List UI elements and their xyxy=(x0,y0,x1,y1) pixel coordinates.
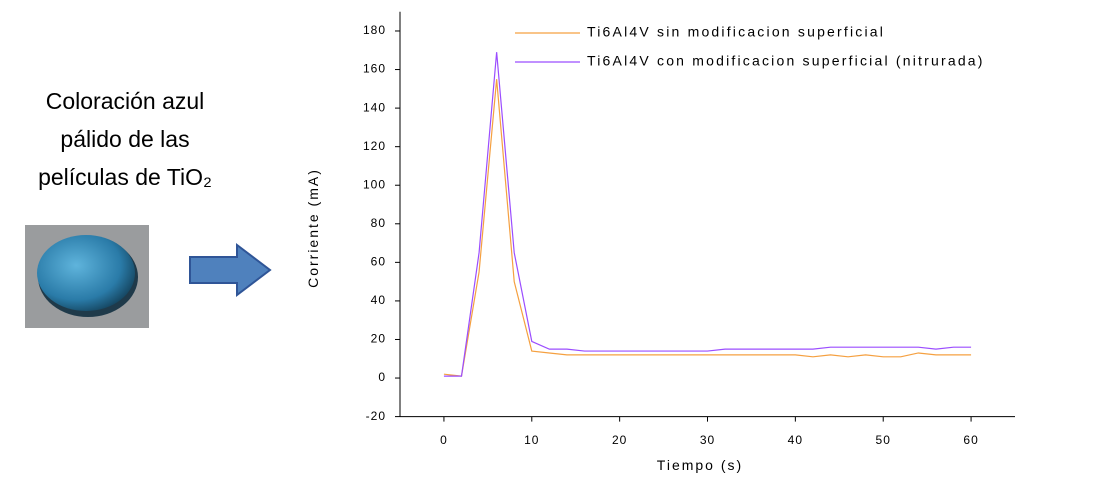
series-line xyxy=(443,79,972,377)
y-tick-label: 0 xyxy=(378,370,386,384)
y-tick-label: 180 xyxy=(363,23,386,37)
x-tick-label: 20 xyxy=(612,433,627,447)
legend-label: Ti6Al4V con modificacion superficial (ni… xyxy=(587,53,985,69)
caption-line: pálido de las xyxy=(60,126,190,152)
y-tick-label: 100 xyxy=(363,177,386,191)
caption-line: Coloración azul xyxy=(45,88,205,114)
caption-line: películas de TiO₂ xyxy=(38,164,212,190)
x-axis-label: Tiempo (s) xyxy=(657,457,743,473)
y-tick-label: 60 xyxy=(371,255,386,269)
legend-label: Ti6Al4V sin modificacion superficial xyxy=(587,24,885,40)
y-tick-label: 40 xyxy=(371,293,386,307)
y-tick-label: 80 xyxy=(371,216,386,230)
x-tick-label: 50 xyxy=(876,433,891,447)
photo-disc xyxy=(37,235,135,311)
x-tick-label: 60 xyxy=(963,433,978,447)
arrow xyxy=(189,242,272,298)
x-tick-label: 0 xyxy=(440,433,448,447)
y-tick-label: -20 xyxy=(366,409,386,423)
y-axis-label: Corriente (mA) xyxy=(305,168,321,288)
y-tick-label: 140 xyxy=(363,100,386,114)
x-tick-label: 40 xyxy=(788,433,803,447)
series-line xyxy=(443,52,972,377)
y-tick-label: 120 xyxy=(363,139,386,153)
x-tick-label: 10 xyxy=(524,433,539,447)
caption: Coloración azul pálido de las películas … xyxy=(0,82,250,196)
x-tick-label: 30 xyxy=(700,433,715,447)
y-tick-label: 160 xyxy=(363,62,386,76)
y-tick-label: 20 xyxy=(371,332,386,346)
